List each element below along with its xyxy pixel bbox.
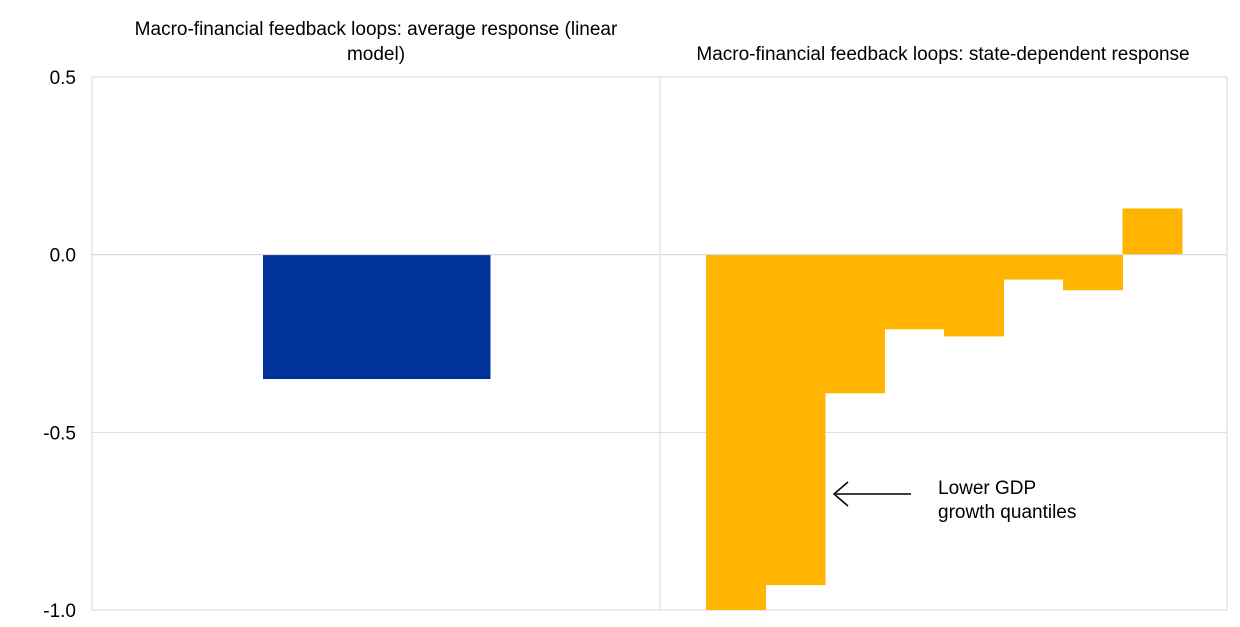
- bars-layer: [263, 208, 1183, 610]
- bar-average-response: [263, 254, 491, 380]
- bar-quantile-6: [1003, 254, 1064, 280]
- axis-layer: 0.5 0.0 -0.5 -1.0: [43, 68, 1227, 622]
- y-tick-label: -0.5: [43, 423, 76, 444]
- title-layer: Macro-financial feedback loops: average …: [135, 19, 1190, 65]
- bar-quantile-7: [1063, 254, 1123, 291]
- y-tick-label: 0.0: [50, 246, 76, 267]
- y-tick-label: 0.5: [50, 68, 76, 89]
- annotation-label-line-2: growth quantiles: [938, 502, 1076, 523]
- bar-quantile-3: [825, 254, 885, 394]
- bar-quantile-2: [765, 254, 826, 586]
- annotation-arrow-head: [832, 481, 849, 507]
- bar-quantile-4: [884, 254, 945, 330]
- y-tick-label: -1.0: [43, 601, 76, 622]
- annotation-layer: Lower GDP growth quantiles: [832, 478, 1076, 523]
- panel-title-1-line-1: Macro-financial feedback loops: average …: [135, 19, 618, 40]
- panel-title-1-line-2: model): [347, 44, 405, 65]
- bar-quantile-5: [944, 254, 1004, 337]
- bar-quantile-1: [706, 254, 766, 610]
- grid-layer: [91, 76, 1228, 611]
- panel-title-2-line-1: Macro-financial feedback loops: state-de…: [696, 44, 1189, 65]
- annotation-label-line-1: Lower GDP: [938, 478, 1036, 499]
- bar-quantile-8: [1122, 208, 1183, 255]
